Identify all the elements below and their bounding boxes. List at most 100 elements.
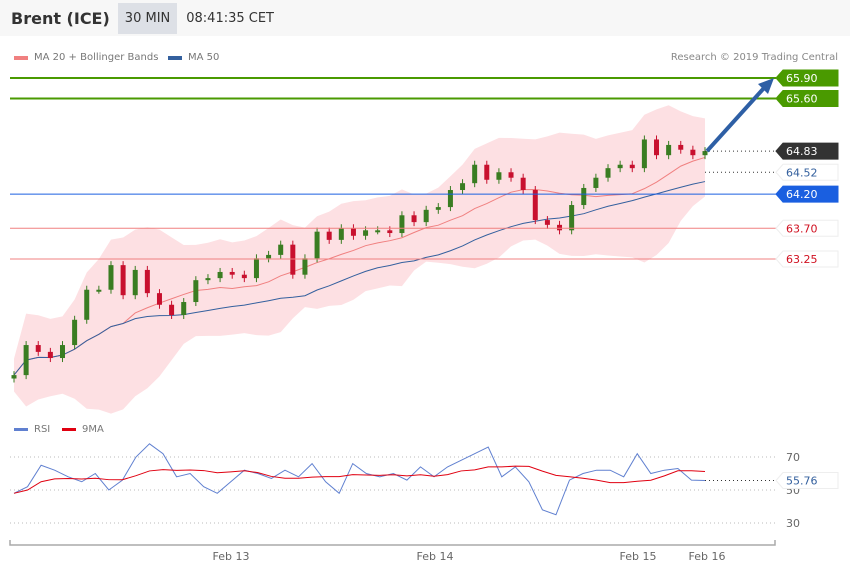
candle [605,168,611,178]
candle [496,172,502,180]
legend-label: RSI [34,424,51,435]
candle [326,231,332,240]
candle [387,230,393,234]
candle [447,190,453,208]
instrument-title: Brent (ICE) [11,8,110,28]
candle [47,351,53,359]
rsi-tick-label: 70 [786,451,800,464]
candle [278,244,284,255]
candle [641,139,647,169]
candle [702,151,708,156]
level-label: 63.25 [786,253,818,266]
level-tag [775,185,839,203]
candle [350,228,356,236]
candle [314,231,320,259]
legend-ma20: MA 20 + Bollinger Bands [14,52,158,63]
level-label: 64.20 [786,188,818,201]
level-tag [775,142,839,160]
candle [290,244,296,275]
candle [229,271,235,275]
legend-rsi: RSI [14,424,50,435]
legend-label: MA 20 + Bollinger Bands [34,52,159,63]
legend-label: 9MA [82,424,104,435]
x-tick-label: Feb 14 [417,550,454,563]
ma50-swatch [168,55,182,60]
candle [11,375,17,379]
candle [266,254,272,259]
candle [302,258,308,275]
candle [108,265,114,290]
candle [520,177,526,191]
level-label: 63.70 [786,222,818,235]
candle [120,265,126,296]
target-arrowhead-icon [758,78,774,94]
candle [666,144,672,156]
candle [193,280,199,303]
candle [423,209,429,223]
candle [375,230,381,233]
candle [205,278,211,281]
candle [460,183,466,191]
candle [472,164,478,184]
rsi-line [13,443,706,516]
candle [144,269,150,294]
candle [253,258,259,279]
candle [59,345,65,359]
candle [629,164,635,169]
copyright: Research © 2019 Trading Central [670,52,838,63]
candle [557,224,563,231]
legend-label: MA 50 [188,52,220,63]
rsi-last-label: 55.76 [786,474,818,487]
candle [181,302,187,316]
candle [96,289,102,292]
level-tag [775,250,839,268]
candle [617,164,623,169]
candle [435,207,441,210]
rsi-ma-line [13,465,706,494]
candle [169,304,175,316]
candle [132,269,138,296]
level-label: 65.60 [786,92,818,105]
target-arrow [705,86,766,153]
legend-rsi-ma: 9MA [62,424,104,435]
header: Brent (ICE) 30 MIN 08:41:35 CET [0,0,850,36]
x-axis [9,540,776,546]
candle [363,230,369,236]
candle [532,190,538,221]
level-tag [775,89,839,107]
level-tag [775,219,839,237]
candle [569,205,575,231]
candle [23,345,29,376]
candle [654,139,660,156]
candle [508,172,514,178]
candle [72,319,78,346]
candle [156,293,162,305]
x-tick-label: Feb 13 [213,550,250,563]
ma20-swatch [14,55,28,60]
level-label: 65.90 [786,72,818,85]
candle [84,289,90,320]
candle [544,220,550,225]
level-label: 64.52 [786,166,818,179]
rsi-swatch [14,428,28,431]
level-tag [775,69,839,87]
candle [690,149,696,156]
candle [678,144,684,150]
legend-ma50: MA 50 [168,52,219,63]
candle [241,274,247,279]
candle [581,187,587,206]
candle [593,177,599,188]
ma50-line [13,181,706,376]
rsi-tag [775,471,839,489]
candle [217,271,223,279]
level-label: 64.83 [786,145,818,158]
x-tick-label: Feb 15 [620,550,657,563]
candle [411,215,417,223]
candle [338,228,344,240]
candle [399,215,405,234]
timeframe-button[interactable]: 30 MIN [117,2,178,34]
timestamp: 08:41:35 CET [186,10,274,26]
level-tag [775,163,839,181]
rsi-tick-label: 30 [786,517,800,530]
